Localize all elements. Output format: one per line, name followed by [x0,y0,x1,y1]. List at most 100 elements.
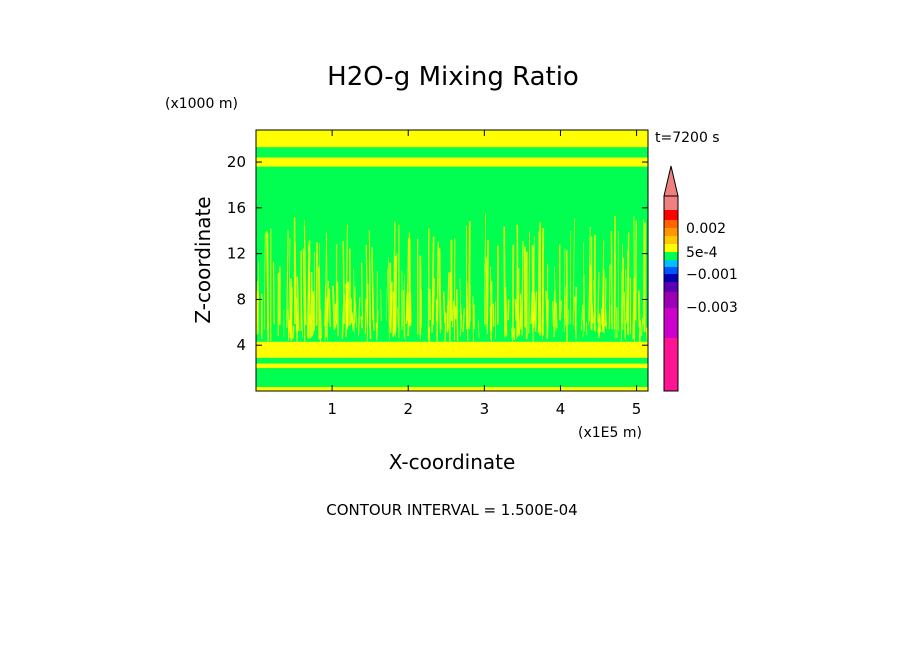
colorbar-extend-arrow [663,165,679,197]
streak [608,264,611,330]
band-5 [256,157,648,167]
plot-area [256,130,648,391]
colorbar-segment [664,252,678,260]
streak [403,289,405,339]
streak [334,303,337,328]
streak [511,244,515,338]
streak [486,240,489,325]
streak [477,320,480,338]
x-tick-label: 3 [480,400,490,418]
streak [553,289,556,338]
streak [597,272,600,323]
streak [395,253,398,333]
x-tick-label: 1 [327,400,337,418]
streak [533,293,537,332]
band-1 [256,368,648,387]
streak [624,291,627,340]
streak [528,231,531,334]
streak [583,274,586,332]
streak [303,225,307,326]
streak [289,278,292,335]
colorbar-segment [664,274,678,282]
streak [554,266,557,331]
streak [312,291,315,331]
streak [302,248,306,342]
streak [405,284,408,324]
colorbar-tick-label: −0.003 [686,300,738,316]
y-tick-label: 4 [236,336,246,354]
streak [341,299,345,340]
streak [431,236,435,333]
convective-streaks [256,213,648,342]
streak [642,218,645,325]
band-0 [256,386,648,391]
streak [449,271,452,342]
streak [468,221,471,330]
streak [552,301,555,327]
streak [288,238,291,341]
y-scale-label: (x1000 m) [165,96,238,112]
streak [574,296,577,340]
streak [327,280,330,323]
streak [590,302,594,324]
streak [353,292,356,327]
streak [442,291,446,324]
colorbar-segment [664,308,678,338]
band-4 [256,341,648,358]
streak [286,229,289,328]
streak [446,272,450,333]
streak [588,226,591,322]
streak [436,241,440,342]
streak [530,291,534,324]
colorbar-segment [664,292,678,308]
streak [324,297,329,338]
streak [406,238,410,322]
band-3 [256,357,648,364]
colorbar-tick-label: 5e-4 [686,245,718,261]
streak [272,261,275,325]
streak [641,318,643,336]
colorbar-segment [664,228,678,236]
y-tick-label: 8 [236,290,246,308]
streak [263,232,266,330]
streak [386,269,388,321]
streak [364,298,367,334]
streak [597,318,600,333]
colorbar-segment [664,210,678,220]
streak [593,280,596,332]
colorbar-segment [664,196,678,210]
y-tick-label: 16 [227,199,246,217]
streak [514,299,518,321]
streak [601,240,605,327]
streak [519,293,522,330]
streak [326,238,329,341]
streak [559,300,562,321]
y-axis: 4 8 12 16 20 [227,153,648,354]
streak [371,288,375,331]
streak [361,262,364,320]
streak [603,296,605,334]
streak [292,325,295,339]
streak [569,230,572,325]
streak [516,227,518,340]
streak [354,301,358,328]
streak [623,296,626,339]
streak [324,284,327,327]
streak [360,316,364,329]
x-tick-label: 4 [556,400,566,418]
streak [625,269,628,324]
x-axis: 1 2 3 4 5 [327,130,641,418]
time-label: t=7200 s [655,130,720,146]
streak [389,262,392,333]
streak [366,283,369,342]
y-axis-label: Z-coordinate [191,196,215,323]
streak [582,308,585,338]
streak [318,266,322,342]
streak [266,231,269,337]
x-scale-label: (x1E5 m) [578,425,642,441]
streak [345,281,348,337]
streak [310,271,314,337]
colorbar-segment [664,236,678,244]
streak [541,248,544,340]
